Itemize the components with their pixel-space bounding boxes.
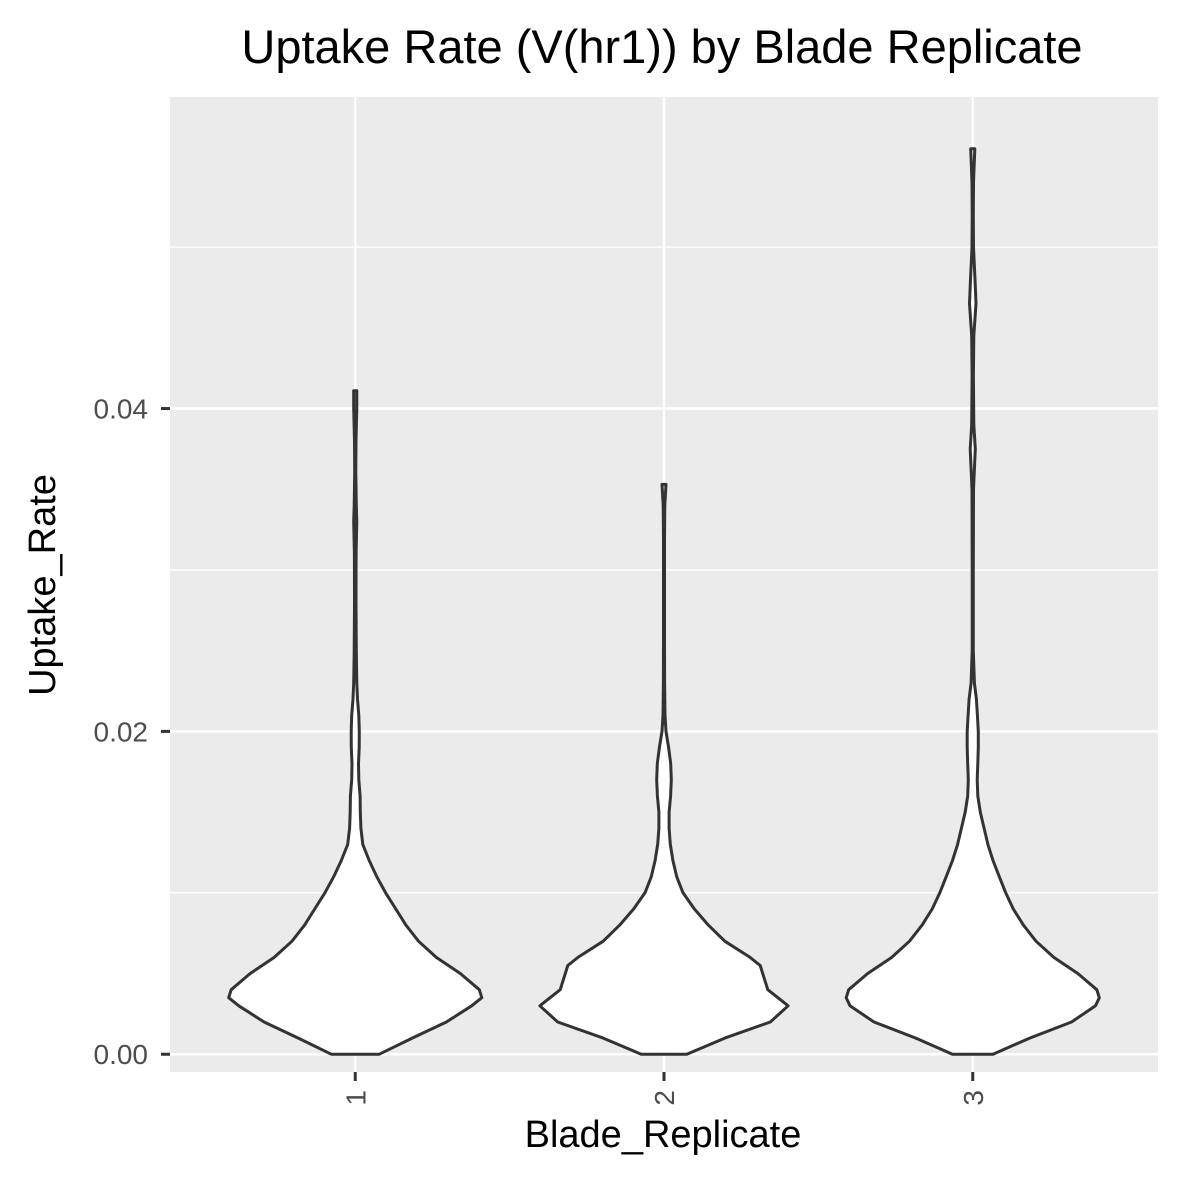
- violin-2: [538, 482, 790, 1056]
- x-tick-label: 1: [340, 1090, 371, 1106]
- y-tick-label: 0.00: [94, 1039, 149, 1070]
- violin-3: [844, 147, 1101, 1056]
- y-tick-label: 0.04: [94, 394, 149, 425]
- y-axis-title: Uptake_Rate: [22, 474, 64, 696]
- x-tick-label: 3: [958, 1090, 989, 1106]
- violin-1: [227, 389, 484, 1056]
- axes: 0.00 0.02 0.04 1 2 3: [94, 394, 989, 1106]
- x-tick-label: 2: [649, 1090, 680, 1106]
- y-tick-label: 0.02: [94, 716, 149, 747]
- chart-title: Uptake Rate (V(hr1)) by Blade Replicate: [241, 20, 1082, 73]
- x-axis-title: Blade_Replicate: [525, 1114, 802, 1156]
- violins: [227, 147, 1101, 1056]
